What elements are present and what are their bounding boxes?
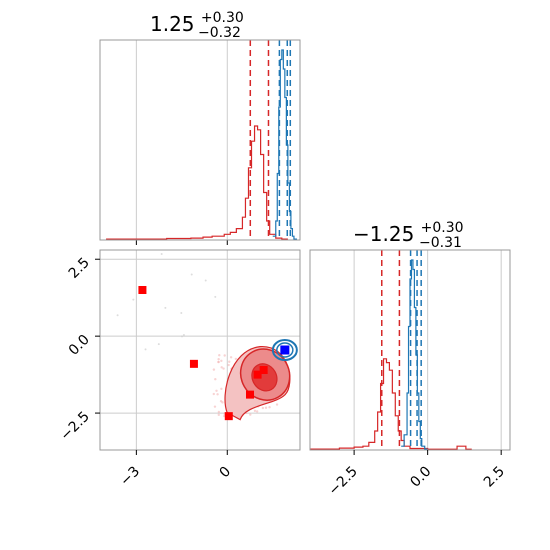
grid-param2 bbox=[353, 250, 502, 450]
truth-marker-red bbox=[246, 390, 254, 399]
sample-point bbox=[220, 387, 223, 391]
panel-hist-param1: 1.25 +0.30 −0.32 bbox=[99, 10, 301, 245]
sample-point bbox=[275, 403, 279, 406]
title-param1: 1.25 +0.30 bbox=[150, 10, 244, 36]
sample-point bbox=[144, 348, 147, 351]
sample-point bbox=[217, 360, 220, 364]
sample-point bbox=[220, 359, 223, 363]
sample-point bbox=[216, 393, 219, 396]
truth-marker-red bbox=[138, 286, 147, 294]
sample-point bbox=[204, 279, 207, 282]
contour-blue-inner bbox=[276, 342, 294, 358]
sample-point bbox=[212, 392, 216, 396]
sample-point bbox=[228, 360, 231, 363]
sample-point bbox=[132, 298, 135, 301]
sample-point bbox=[217, 413, 220, 417]
truth-marker-red bbox=[253, 370, 262, 379]
truth-marker-blue bbox=[280, 345, 290, 355]
sample-point bbox=[180, 335, 183, 338]
panel-hist-param2: −1.25 +0.30 −0.31 −2.5 0.0 2.5 bbox=[309, 220, 511, 499]
histograms-param2 bbox=[310, 259, 472, 450]
xticks-param2: −2.5 0.0 2.5 bbox=[326, 450, 508, 499]
sample-point bbox=[157, 343, 160, 346]
title-param2-sub: −0.31 bbox=[419, 235, 462, 251]
quantile-lines-param1 bbox=[135, 40, 292, 245]
truth-marker-red bbox=[189, 359, 198, 368]
sample-point bbox=[214, 378, 217, 381]
markers bbox=[138, 286, 290, 421]
title-param2-value: −1.25 bbox=[353, 222, 414, 246]
ytick-label: 0.0 bbox=[66, 332, 93, 359]
xtick-label: −2.5 bbox=[326, 464, 361, 499]
truth-marker-red bbox=[224, 412, 233, 421]
sample-point bbox=[253, 409, 257, 413]
sample-point bbox=[229, 356, 233, 359]
histograms-param1 bbox=[106, 49, 297, 240]
quantile-lines-param2 bbox=[381, 250, 422, 450]
ytick-label: −2.5 bbox=[57, 409, 92, 444]
sample-point bbox=[218, 353, 221, 357]
sample-point bbox=[182, 333, 185, 336]
truth-marker-red bbox=[259, 366, 268, 374]
sample-point bbox=[212, 368, 216, 371]
panel-scatter-2d: −3 0 2.5 0.0 −2.5 bbox=[57, 249, 301, 490]
frame-param2 bbox=[309, 249, 511, 451]
xtick-label: 0 bbox=[216, 464, 234, 482]
hist-series-0 bbox=[310, 358, 472, 450]
xtick-label: 0.0 bbox=[407, 464, 434, 491]
ytick-label: 2.5 bbox=[66, 255, 93, 282]
title-param2: −1.25 +0.30 bbox=[353, 220, 464, 246]
sample-point bbox=[222, 367, 225, 370]
frame-param1 bbox=[99, 39, 301, 241]
grid-param1 bbox=[135, 40, 228, 240]
sample-point bbox=[234, 357, 238, 361]
title-param1-value: 1.25 bbox=[150, 12, 195, 36]
sample-point bbox=[190, 273, 193, 276]
xtick-label: 2.5 bbox=[481, 464, 508, 491]
sample-point bbox=[217, 357, 220, 361]
sample-point bbox=[116, 314, 119, 317]
sample-point bbox=[223, 354, 226, 357]
sample-point bbox=[268, 405, 271, 409]
sample-point bbox=[214, 295, 217, 298]
title-param1-sub: −0.32 bbox=[198, 25, 241, 41]
sample-point bbox=[180, 311, 183, 314]
sample-point bbox=[221, 401, 224, 404]
sample-point bbox=[217, 410, 221, 414]
sample-point bbox=[220, 366, 223, 369]
sample-point bbox=[249, 413, 252, 416]
sample-point bbox=[213, 405, 217, 408]
sample-point bbox=[164, 306, 167, 309]
xtick-label: −3 bbox=[117, 464, 143, 490]
title-param1-sup: +0.30 bbox=[201, 10, 244, 26]
contour-red-inner bbox=[251, 363, 278, 392]
contours bbox=[224, 339, 298, 421]
sample-point bbox=[215, 389, 218, 392]
hist-series-1 bbox=[272, 49, 297, 240]
title-param2-sup: +0.30 bbox=[421, 220, 464, 236]
hist-series-0 bbox=[106, 125, 288, 240]
sample-point bbox=[227, 363, 230, 367]
contour-blue-outer bbox=[271, 339, 298, 361]
sample-point bbox=[255, 410, 259, 413]
sample-point bbox=[160, 253, 163, 256]
sample-point bbox=[261, 406, 265, 410]
hist-series-1 bbox=[401, 259, 428, 450]
grid-scatter bbox=[100, 250, 300, 450]
frame-scatter bbox=[99, 249, 301, 451]
sample-point bbox=[264, 406, 268, 409]
